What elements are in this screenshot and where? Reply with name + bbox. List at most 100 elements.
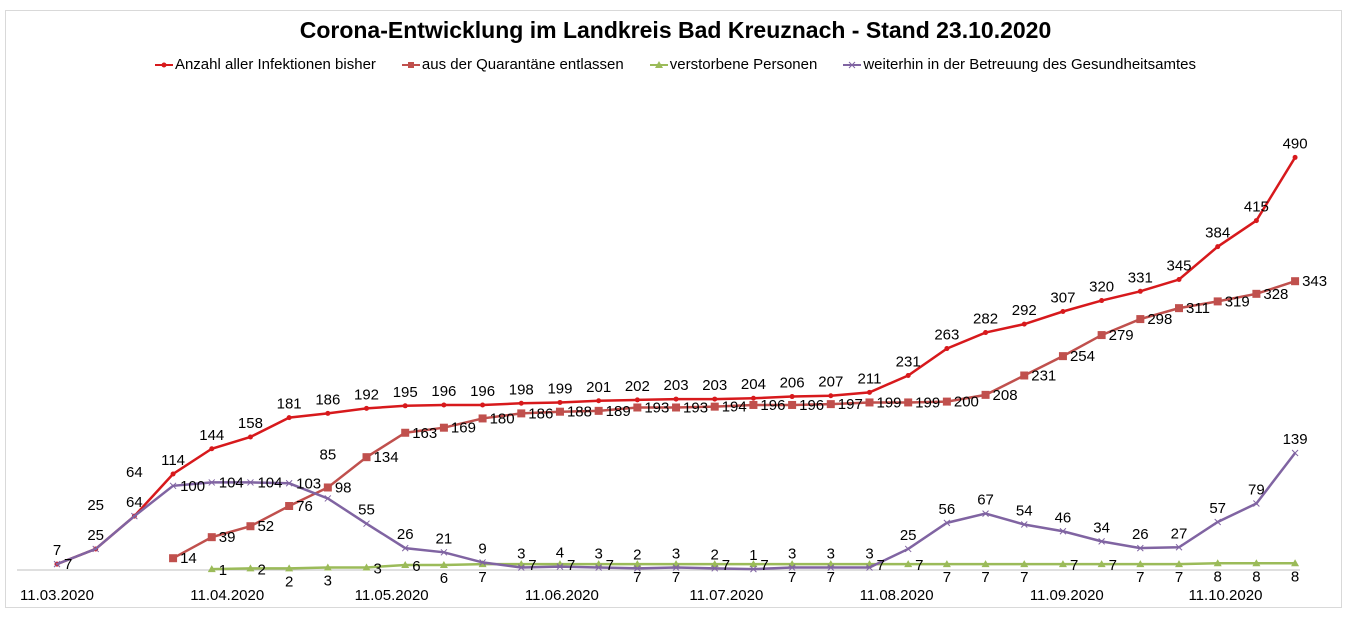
data-label: 158	[238, 415, 263, 432]
data-point	[1020, 371, 1029, 380]
data-label: 203	[664, 377, 689, 394]
data-point	[479, 559, 486, 566]
data-point	[1176, 277, 1182, 283]
data-label: 328	[1263, 286, 1288, 303]
data-point	[1175, 560, 1184, 568]
data-point	[1060, 309, 1066, 315]
legend-label: aus der Quarantäne entlassen	[421, 56, 624, 73]
data-label: 292	[1012, 302, 1037, 319]
legend-label: Anzahl aller Infektionen bisher	[174, 56, 376, 73]
data-point	[749, 400, 758, 409]
data-label: 7	[53, 542, 61, 559]
data-point	[1292, 154, 1298, 160]
data-point	[1058, 352, 1067, 361]
data-point	[285, 479, 293, 487]
data-label: 1	[219, 562, 227, 579]
data-label: 55	[358, 502, 375, 519]
data-label: 114	[161, 452, 185, 469]
data-label: 193	[683, 399, 708, 416]
data-label: 103	[296, 475, 321, 492]
data-point	[363, 520, 370, 528]
data-label: 169	[451, 420, 476, 437]
data-label: 79	[1248, 481, 1265, 498]
data-point	[286, 415, 292, 421]
data-point	[517, 564, 525, 571]
data-point	[556, 563, 564, 570]
data-point	[402, 403, 408, 409]
data-label: 7	[64, 556, 72, 573]
x-tick-label: 11.10.2020	[1188, 587, 1262, 604]
data-point	[904, 398, 913, 407]
data-point	[1059, 527, 1067, 535]
data-point	[92, 545, 100, 553]
data-point	[247, 479, 254, 486]
data-label: 7	[1020, 569, 1028, 586]
data-point	[672, 564, 680, 571]
data-label: 7	[478, 569, 486, 586]
data-label: 34	[1093, 519, 1110, 536]
data-label: 98	[335, 479, 352, 496]
data-point	[981, 390, 990, 399]
data-label: 39	[219, 529, 236, 546]
data-point	[942, 560, 951, 568]
data-label: 263	[934, 327, 959, 344]
data-label: 64	[126, 494, 143, 511]
data-point	[246, 522, 255, 531]
data-point	[170, 471, 176, 477]
data-label: 307	[1050, 290, 1075, 307]
data-point	[634, 397, 640, 403]
data-label: 7	[1070, 557, 1078, 574]
data-point	[401, 560, 410, 568]
data-point	[1291, 277, 1300, 286]
data-label: 196	[470, 383, 495, 400]
x-tick-label: 11.09.2020	[1030, 587, 1104, 604]
data-point	[1213, 297, 1222, 306]
data-label: 194	[722, 399, 747, 416]
series-line-1	[172, 280, 1296, 560]
data-label: 206	[780, 375, 805, 392]
legend-item-active: weiterhin in der Betreuung des Gesundhei…	[843, 56, 1196, 73]
data-point	[595, 564, 603, 571]
data-label: 2	[711, 546, 719, 563]
data-label: 7	[788, 569, 796, 586]
legend-marker-infections	[154, 62, 173, 67]
data-label: 67	[977, 492, 994, 509]
legend-marker-active	[843, 61, 862, 68]
chart-frame	[5, 10, 1342, 608]
data-point	[1252, 559, 1261, 567]
data-label: 104	[257, 474, 282, 491]
data-label: 27	[1171, 525, 1188, 542]
data-label: 199	[876, 394, 901, 411]
data-label: 298	[1147, 311, 1172, 328]
x-tick-label: 11.03.2020	[20, 587, 94, 604]
data-point	[596, 398, 602, 404]
data-label: 54	[1016, 503, 1033, 520]
data-point	[1097, 331, 1106, 340]
data-point	[401, 428, 410, 437]
data-label: 188	[567, 404, 592, 421]
data-point	[1137, 288, 1143, 294]
data-label: 8	[1291, 568, 1299, 585]
data-label: 25	[87, 527, 104, 544]
data-point	[401, 544, 409, 552]
data-point	[364, 405, 370, 411]
data-point	[789, 394, 795, 400]
data-label: 7	[722, 557, 730, 574]
legend-item-infections: Anzahl aller Infektionen bisher	[154, 56, 376, 73]
data-point	[324, 495, 332, 502]
data-label: 199	[915, 394, 940, 411]
data-point	[633, 564, 641, 572]
data-point	[439, 423, 448, 432]
data-label: 7	[943, 569, 951, 586]
data-label: 331	[1128, 269, 1153, 286]
data-label: 6	[412, 558, 420, 575]
data-point	[711, 564, 719, 572]
data-point	[1058, 560, 1067, 568]
data-label: 3	[594, 545, 602, 562]
data-point	[131, 512, 138, 520]
data-point	[285, 564, 294, 572]
data-point	[1291, 559, 1300, 567]
data-label: 7	[633, 569, 641, 586]
data-point	[1253, 218, 1259, 224]
